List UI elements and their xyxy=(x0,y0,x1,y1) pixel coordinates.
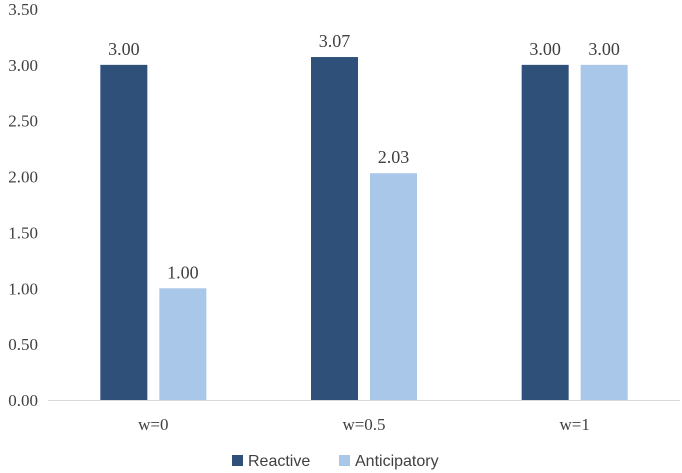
bar-anticipatory-2 xyxy=(580,64,628,400)
y-tick-label: 2.00 xyxy=(8,168,38,187)
legend-label-anticipatory: Anticipatory xyxy=(355,453,439,470)
data-label-anticipatory-1: 2.03 xyxy=(378,147,410,167)
y-tick-label: 2.50 xyxy=(8,112,38,131)
data-label-reactive-2: 3.00 xyxy=(529,39,561,59)
y-tick-label: 1.00 xyxy=(8,279,38,298)
bar-anticipatory-0 xyxy=(159,288,207,400)
bar-reactive-1 xyxy=(311,57,358,401)
legend-label-reactive: Reactive xyxy=(248,453,310,470)
bar-reactive-2 xyxy=(521,64,569,400)
y-tick-label: 1.50 xyxy=(8,223,38,242)
legend-swatch-anticipatory xyxy=(339,455,350,466)
data-label-anticipatory-2: 3.00 xyxy=(588,39,620,59)
x-tick-label: w=0 xyxy=(138,415,168,434)
data-label-reactive-0: 3.00 xyxy=(108,39,140,59)
data-label-anticipatory-0: 1.00 xyxy=(167,262,199,282)
legend-swatch-reactive xyxy=(232,455,243,466)
y-tick-label: 0.50 xyxy=(8,335,38,354)
data-label-reactive-1: 3.07 xyxy=(319,31,351,51)
x-tick-label: w=0.5 xyxy=(342,415,385,434)
data-labels-group: 3.00 1.00 3.07 2.03 3.00 3.00 xyxy=(108,31,620,282)
legend: Reactive Anticipatory xyxy=(232,453,439,470)
y-tick-label: 3.50 xyxy=(8,0,38,19)
bars-group xyxy=(100,57,628,401)
y-tick-label: 0.00 xyxy=(8,391,38,410)
bar-reactive-0 xyxy=(100,64,148,400)
y-tick-label: 3.00 xyxy=(8,56,38,75)
x-tick-label: w=1 xyxy=(559,415,589,434)
bar-anticipatory-1 xyxy=(370,173,417,400)
y-axis-tick-labels: 0.00 0.50 1.00 1.50 2.00 2.50 3.00 3.50 xyxy=(8,0,38,410)
x-axis-tick-labels: w=0 w=0.5 w=1 xyxy=(138,415,590,434)
